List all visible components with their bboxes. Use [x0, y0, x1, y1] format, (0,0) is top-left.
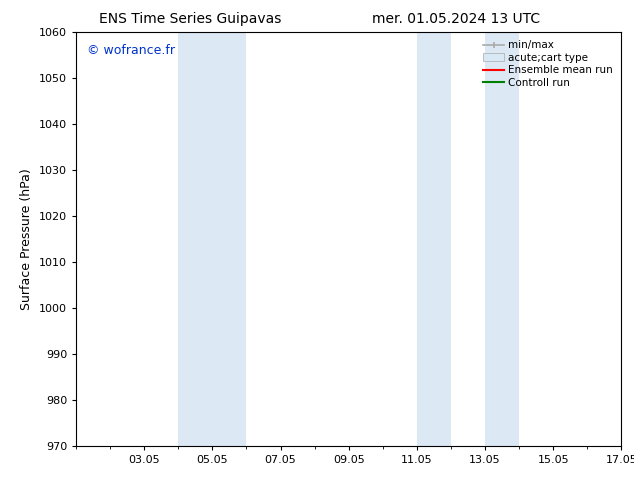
Text: © wofrance.fr: © wofrance.fr [87, 44, 175, 57]
Text: mer. 01.05.2024 13 UTC: mer. 01.05.2024 13 UTC [372, 12, 541, 26]
Bar [417, 32, 451, 446]
Text: ENS Time Series Guipavas: ENS Time Series Guipavas [99, 12, 281, 26]
Bar [212, 32, 247, 446]
Legend: min/max, acute;cart type, Ensemble mean run, Controll run: min/max, acute;cart type, Ensemble mean … [480, 37, 616, 91]
Bar [485, 32, 519, 446]
Y-axis label: Surface Pressure (hPa): Surface Pressure (hPa) [20, 168, 34, 310]
Bar [178, 32, 212, 446]
